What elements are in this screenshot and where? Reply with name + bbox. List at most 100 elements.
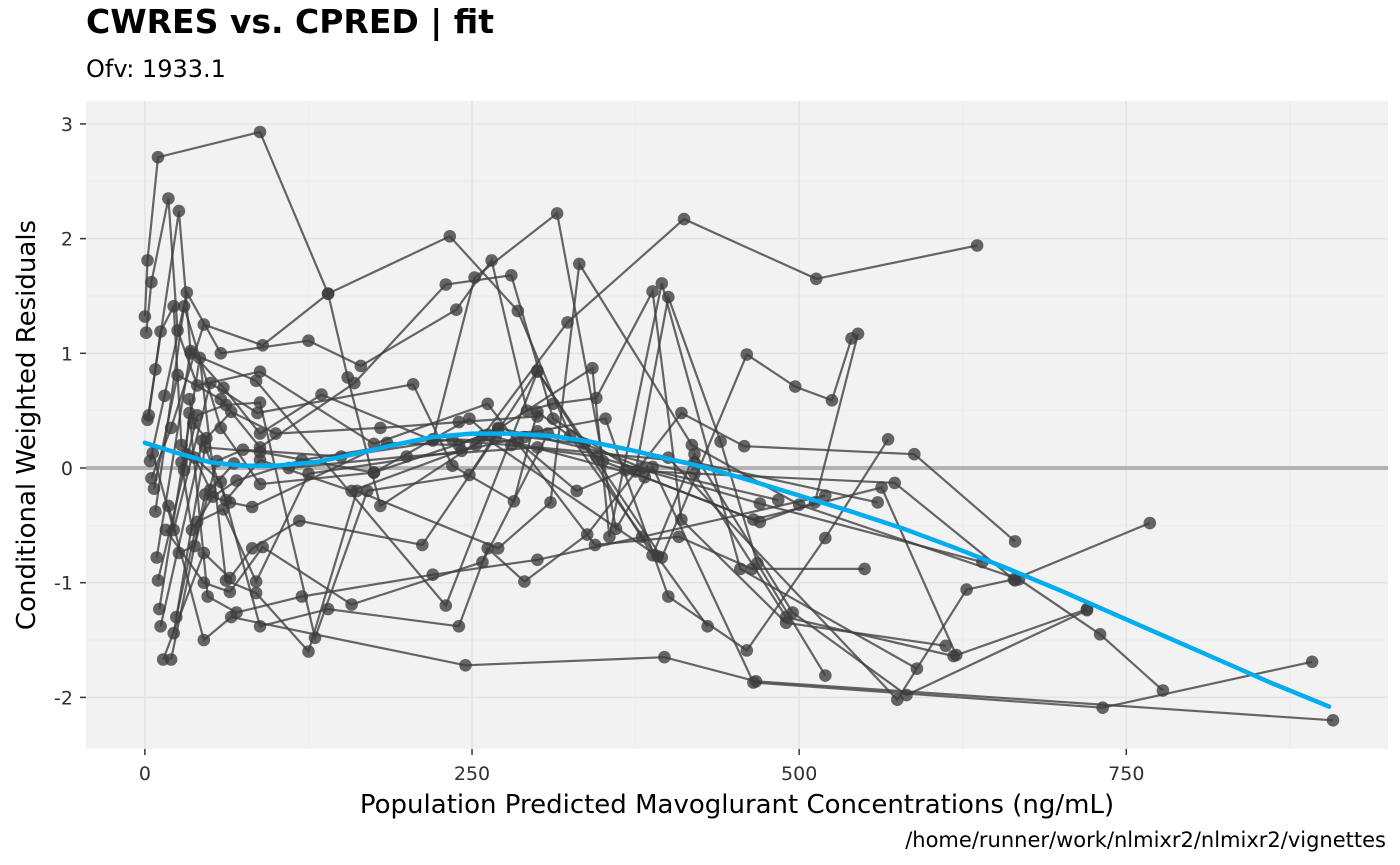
data-point <box>354 359 368 373</box>
data-point <box>188 539 201 553</box>
y-tick-label: 3 <box>61 114 73 136</box>
data-point <box>197 318 211 331</box>
data-point <box>367 466 381 479</box>
data-point <box>573 257 586 271</box>
data-point <box>230 474 243 487</box>
x-axis-title: Population Predicted Mavoglurant Concent… <box>360 790 1114 820</box>
data-point <box>177 300 191 313</box>
data-point <box>507 495 521 508</box>
data-point <box>452 620 466 633</box>
data-point <box>685 438 699 452</box>
data-point <box>146 446 159 460</box>
data-point <box>970 239 984 252</box>
data-point <box>145 472 158 485</box>
data-point <box>662 590 675 603</box>
data-point <box>888 476 901 490</box>
data-point <box>145 275 158 289</box>
data-point <box>406 378 420 391</box>
data-point <box>809 272 823 286</box>
data-point <box>891 693 904 706</box>
data-point <box>771 493 785 507</box>
data-point <box>586 361 599 375</box>
data-point <box>546 412 560 426</box>
data-point <box>151 574 165 587</box>
data-point <box>531 410 544 423</box>
data-point <box>635 530 649 544</box>
data-point <box>439 599 453 612</box>
data-point <box>400 450 413 463</box>
data-point <box>1008 574 1022 587</box>
data-point <box>204 483 217 497</box>
data-point <box>269 427 283 440</box>
data-point <box>249 575 263 588</box>
data-point <box>947 649 960 663</box>
data-point <box>251 406 264 420</box>
data-point <box>491 542 505 555</box>
data-point <box>939 639 952 653</box>
data-point <box>249 374 263 388</box>
data-point <box>214 421 228 435</box>
data-point <box>416 538 429 552</box>
data-point <box>159 523 173 537</box>
data-point <box>779 610 793 624</box>
data-point <box>150 551 163 564</box>
data-point <box>701 620 714 633</box>
data-point <box>531 441 544 454</box>
data-point <box>599 412 612 426</box>
data-point <box>256 540 270 554</box>
data-point <box>651 550 665 563</box>
data-point <box>253 477 267 491</box>
data-point <box>455 444 468 458</box>
data-point <box>302 467 315 481</box>
y-axis: -2 -1 0 1 2 3 <box>54 114 86 709</box>
data-point <box>590 391 603 405</box>
data-point <box>688 467 701 481</box>
data-point <box>714 435 727 448</box>
data-point <box>162 192 175 205</box>
data-point <box>197 546 211 560</box>
data-point <box>223 571 237 585</box>
data-point <box>792 498 806 512</box>
data-point <box>204 376 217 390</box>
data-point <box>910 662 924 675</box>
data-point <box>618 464 632 477</box>
data-point <box>476 555 489 569</box>
data-point <box>158 389 171 403</box>
data-point <box>162 499 175 513</box>
data-point <box>154 325 167 338</box>
data-point <box>675 406 688 420</box>
data-point <box>249 586 263 600</box>
data-point <box>740 348 754 361</box>
y-tick-label: 1 <box>61 343 73 365</box>
data-point <box>518 575 531 588</box>
data-point <box>749 675 763 688</box>
data-point <box>253 396 267 409</box>
data-point <box>788 380 802 393</box>
data-point <box>185 523 199 537</box>
data-point <box>658 650 671 664</box>
data-point <box>201 590 214 603</box>
data-point <box>468 271 481 284</box>
data-point <box>819 531 832 545</box>
data-point <box>193 351 207 365</box>
data-point <box>1156 684 1170 697</box>
data-point <box>561 316 574 329</box>
data-point <box>147 482 161 496</box>
data-point <box>520 404 534 418</box>
data-point <box>1008 535 1022 548</box>
data-point <box>253 620 267 633</box>
data-point <box>361 484 374 498</box>
data-point <box>175 438 188 452</box>
data-point <box>253 445 267 459</box>
data-point <box>149 363 162 376</box>
subject-line <box>151 333 860 535</box>
data-point <box>183 406 196 420</box>
x-axis: 0 250 500 750 <box>139 749 1144 785</box>
data-point <box>149 505 162 518</box>
data-point <box>819 489 832 502</box>
data-point <box>588 538 602 552</box>
data-point <box>315 388 328 401</box>
y-tick-label: 2 <box>61 229 73 251</box>
data-point <box>321 602 335 616</box>
